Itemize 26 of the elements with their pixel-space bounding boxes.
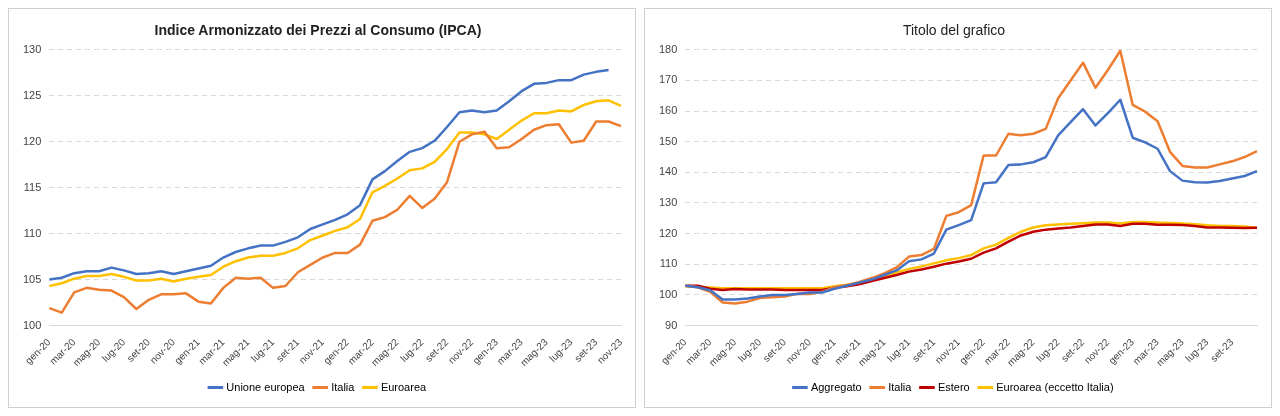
y-tick-label: 125 — [22, 88, 42, 101]
y-tick-label: 110 — [23, 226, 42, 239]
y-tick-label: 130 — [658, 196, 678, 209]
y-tick-label: 115 — [23, 180, 42, 193]
y-tick-label: 170 — [658, 73, 678, 86]
legend-label: Aggregato — [810, 380, 862, 393]
legend-label: Euroarea (eccetto Italia) — [996, 380, 1114, 393]
y-tick-label: 110 — [659, 257, 678, 270]
y-tick-label: 90 — [665, 318, 678, 331]
y-tick-label: 180 — [658, 42, 678, 55]
y-tick-label: 120 — [658, 226, 678, 239]
y-tick-label: 150 — [658, 134, 678, 147]
y-tick-label: 160 — [658, 104, 678, 117]
legend-label: Estero — [937, 380, 970, 393]
chart-title: Titolo del grafico — [902, 22, 1006, 39]
y-tick-label: 120 — [22, 134, 42, 147]
y-tick-label: 100 — [658, 287, 678, 300]
y-tick-label: 130 — [22, 42, 42, 55]
y-tick-label: 105 — [22, 272, 42, 285]
legend-label: Unione europea — [226, 380, 306, 393]
legend-label: Italia — [331, 380, 356, 393]
legend-label: Italia — [888, 380, 913, 393]
y-tick-label: 140 — [658, 165, 678, 178]
legend-label: Euroarea — [380, 380, 428, 393]
chart-title: Indice Armonizzato dei Prezzi al Consumo (IPCA) — [154, 22, 482, 39]
y-tick-label: 100 — [22, 318, 42, 331]
